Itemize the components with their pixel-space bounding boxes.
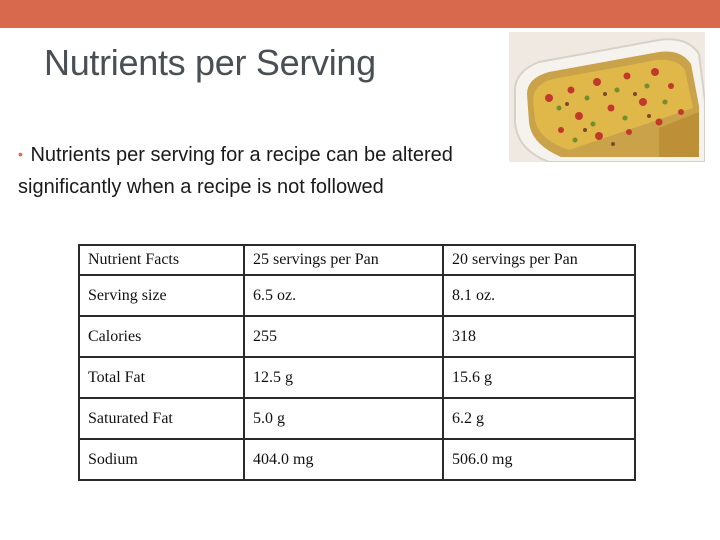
bullet-text: Nutrients per serving for a recipe can b… <box>18 144 453 198</box>
casserole-photo <box>509 32 705 162</box>
table-cell: 15.6 g <box>442 356 636 399</box>
table-row: Saturated Fat 5.0 g 6.2 g <box>78 397 636 440</box>
table-cell: 506.0 mg <box>442 438 636 481</box>
column-header: Nutrient Facts <box>78 244 245 276</box>
column-header: 25 servings per Pan <box>243 244 444 276</box>
table-row: Total Fat 12.5 g 15.6 g <box>78 356 636 399</box>
table-cell: 5.0 g <box>243 397 444 440</box>
column-header: 20 servings per Pan <box>442 244 636 276</box>
header-accent-bar <box>0 0 720 28</box>
table-cell: 404.0 mg <box>243 438 444 481</box>
casserole-photo-graphic <box>509 32 705 162</box>
slide-title: Nutrients per Serving <box>44 42 376 83</box>
table-cell: Total Fat <box>78 356 245 399</box>
table-row: Serving size 6.5 oz. 8.1 oz. <box>78 274 636 317</box>
table-cell: Calories <box>78 315 245 358</box>
table-cell: 8.1 oz. <box>442 274 636 317</box>
table-cell: Saturated Fat <box>78 397 245 440</box>
table-row: Calories 255 318 <box>78 315 636 358</box>
bullet-dot-icon: • <box>18 146 23 162</box>
table-row: Sodium 404.0 mg 506.0 mg <box>78 438 636 481</box>
table-cell: 6.2 g <box>442 397 636 440</box>
table-cell: 6.5 oz. <box>243 274 444 317</box>
table-cell: Serving size <box>78 274 245 317</box>
table-header-row: Nutrient Facts 25 servings per Pan 20 se… <box>78 244 636 276</box>
bullet-point: • Nutrients per serving for a recipe can… <box>18 138 538 203</box>
table-cell: 255 <box>243 315 444 358</box>
table-cell: 12.5 g <box>243 356 444 399</box>
nutrient-facts-table: Nutrient Facts 25 servings per Pan 20 se… <box>78 244 636 481</box>
table-cell: 318 <box>442 315 636 358</box>
table-cell: Sodium <box>78 438 245 481</box>
